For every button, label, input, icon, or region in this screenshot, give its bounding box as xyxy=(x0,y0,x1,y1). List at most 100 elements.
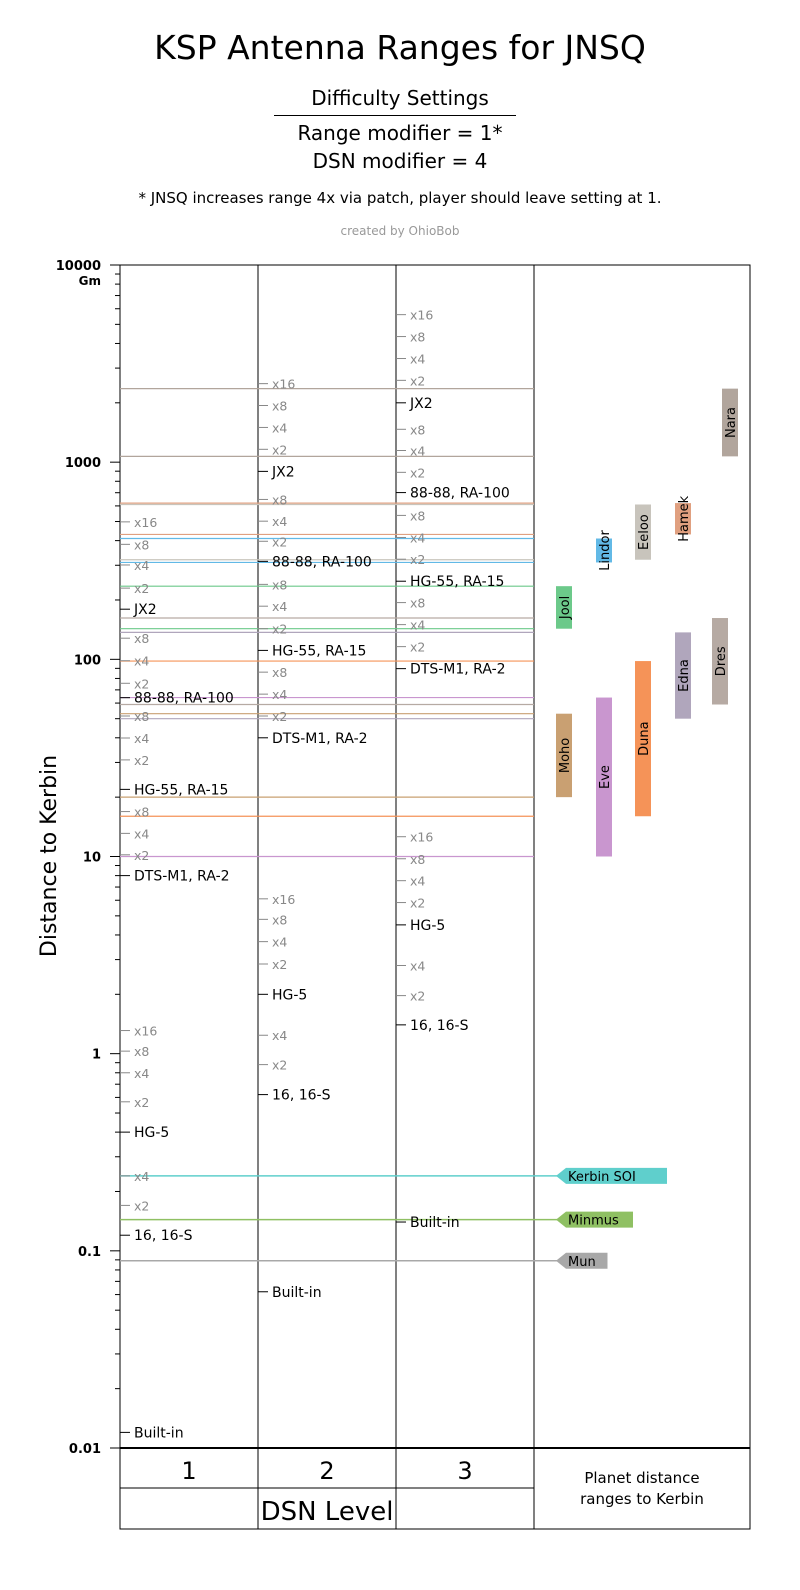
antenna-label: DTS-M1, RA-2 xyxy=(410,662,506,678)
planet-range-bar xyxy=(712,618,728,705)
x-axis-label: DSN Level xyxy=(261,1497,394,1527)
antenna-label: HG-55, RA-15 xyxy=(410,574,504,590)
multiplier-label: x16 xyxy=(272,377,295,392)
multiplier-label: x8 xyxy=(272,399,287,414)
planet-label: Hamek xyxy=(677,495,692,541)
multiplier-label: x2 xyxy=(410,465,425,480)
credit-text: created by OhioBob xyxy=(340,224,460,238)
multiplier-label: x4 xyxy=(272,599,287,614)
y-tick-label: 0.01 xyxy=(69,1442,101,1457)
planet-label: Edna xyxy=(677,659,692,692)
multiplier-label: x4 xyxy=(134,558,149,573)
planet-range-bar xyxy=(635,504,651,560)
multiplier-label: x2 xyxy=(134,676,149,691)
multiplier-label: x2 xyxy=(410,640,425,655)
multiplier-label: x4 xyxy=(410,443,425,458)
multiplier-label: x4 xyxy=(134,1169,149,1184)
multiplier-label: x8 xyxy=(410,852,425,867)
multiplier-label: x2 xyxy=(410,552,425,567)
multiplier-label: x2 xyxy=(134,1095,149,1110)
multiplier-label: x8 xyxy=(410,330,425,345)
multiplier-label: x8 xyxy=(272,577,287,592)
multiplier-label: x16 xyxy=(410,308,433,323)
antenna-label: 16, 16-S xyxy=(134,1228,193,1244)
antenna-label: HG-55, RA-15 xyxy=(272,643,366,659)
dsn-column-label: 1 xyxy=(181,1457,196,1485)
moon-marker-flag xyxy=(556,1211,633,1228)
planet-range-bar xyxy=(675,632,691,719)
dsn-column-label: 3 xyxy=(457,1457,472,1485)
multiplier-label: x8 xyxy=(410,596,425,611)
planet-label: Eeloo xyxy=(637,514,652,550)
antenna-label: JX2 xyxy=(409,396,433,412)
multiplier-label: x8 xyxy=(410,508,425,523)
multiplier-label: x2 xyxy=(134,753,149,768)
moon-marker-label: Mun xyxy=(568,1255,596,1270)
antenna-label: DTS-M1, RA-2 xyxy=(134,869,230,885)
multiplier-label: x8 xyxy=(410,422,425,437)
planet-label: Eve xyxy=(598,765,613,789)
y-tick-label: 0.1 xyxy=(78,1245,101,1260)
difficulty-heading: Difficulty Settings xyxy=(311,86,489,110)
planet-range-bar xyxy=(722,388,738,457)
antenna-label: Built-in xyxy=(410,1215,460,1231)
multiplier-label: x16 xyxy=(134,1024,157,1039)
planet-label: Nara xyxy=(724,407,739,438)
multiplier-label: x2 xyxy=(272,1058,287,1073)
multiplier-label: x4 xyxy=(410,874,425,889)
planet-range-bar xyxy=(556,586,572,629)
multiplier-label: x2 xyxy=(272,957,287,972)
antenna-label: 88-88, RA-100 xyxy=(410,486,510,502)
y-tick-label: 10 xyxy=(83,851,101,866)
multiplier-label: x8 xyxy=(272,492,287,507)
antenna-label: 88-88, RA-100 xyxy=(134,691,234,707)
planet-label: Duna xyxy=(637,721,652,755)
moon-marker-flag xyxy=(556,1252,608,1269)
antenna-label: JX2 xyxy=(271,464,295,480)
multiplier-label: x4 xyxy=(134,826,149,841)
dsn-modifier-text: DSN modifier = 4 xyxy=(312,149,488,173)
multiplier-label: x2 xyxy=(272,622,287,637)
multiplier-label: x2 xyxy=(134,581,149,596)
y-unit-label: Gm xyxy=(79,274,101,288)
planet-label: Dres xyxy=(714,646,729,676)
multiplier-label: x16 xyxy=(134,515,157,530)
moon-marker-label: Minmus xyxy=(568,1214,619,1229)
planet-label: Moho xyxy=(558,738,573,773)
multiplier-label: x8 xyxy=(272,665,287,680)
antenna-label: DTS-M1, RA-2 xyxy=(272,731,368,747)
multiplier-label: x4 xyxy=(272,514,287,529)
multiplier-label: x4 xyxy=(272,1028,287,1043)
planet-label: Lindor xyxy=(598,530,613,571)
planet-column-label: Planet distance xyxy=(584,1469,699,1487)
footnote: * JNSQ increases range 4x via patch, pla… xyxy=(138,189,662,207)
multiplier-label: x4 xyxy=(272,687,287,702)
multiplier-label: x8 xyxy=(272,912,287,927)
multiplier-label: x4 xyxy=(410,959,425,974)
multiplier-label: x16 xyxy=(410,830,433,845)
range-modifier-text: Range modifier = 1* xyxy=(297,121,503,145)
multiplier-label: x8 xyxy=(134,709,149,724)
y-tick-label: 100 xyxy=(74,653,101,668)
y-axis-label: Distance to Kerbin xyxy=(37,755,62,957)
y-tick-label: 1 xyxy=(92,1048,101,1063)
multiplier-label: x8 xyxy=(134,1044,149,1059)
antenna-label: Built-in xyxy=(134,1425,184,1441)
planet-label: Jool xyxy=(558,596,573,620)
planet-range-bar xyxy=(596,697,612,857)
planet-column-label: ranges to Kerbin xyxy=(580,1490,704,1508)
moon-marker-label: Kerbin SOI xyxy=(568,1170,636,1185)
multiplier-label: x2 xyxy=(272,442,287,457)
multiplier-label: x4 xyxy=(272,935,287,950)
antenna-label: 16, 16-S xyxy=(272,1088,331,1104)
antenna-label: HG-5 xyxy=(272,987,307,1003)
multiplier-label: x4 xyxy=(410,530,425,545)
multiplier-label: x2 xyxy=(410,373,425,388)
multiplier-label: x4 xyxy=(410,352,425,367)
multiplier-label: x2 xyxy=(410,896,425,911)
multiplier-label: x4 xyxy=(410,618,425,633)
multiplier-label: x2 xyxy=(134,848,149,863)
multiplier-label: x16 xyxy=(272,892,295,907)
planet-range-bar xyxy=(675,503,691,535)
